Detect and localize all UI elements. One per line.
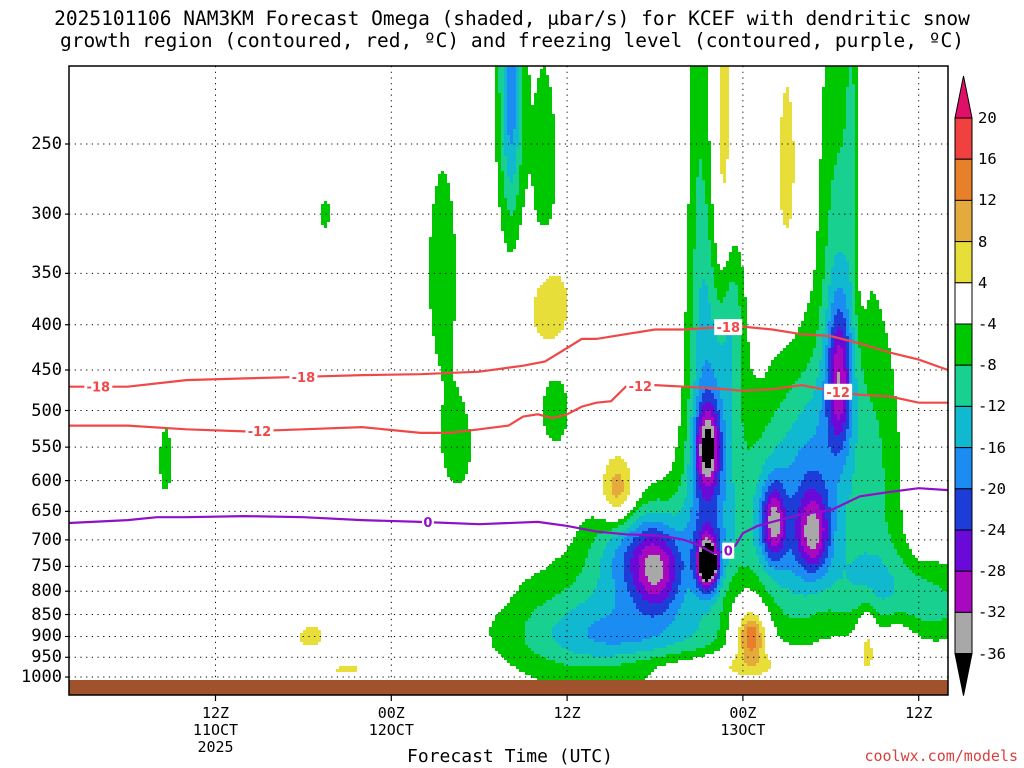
contour-label: -12 (629, 380, 653, 395)
colorbar-label: -4 (978, 315, 997, 333)
colorbar-label: -24 (978, 521, 1006, 539)
contour-label-bg (245, 422, 274, 439)
xtick-label: 00Z 13OCT (720, 704, 766, 739)
contour-label-bg (714, 319, 743, 336)
colorbar (954, 75, 973, 696)
ground-surface (69, 680, 948, 695)
colorbar-bin (954, 282, 973, 325)
contour-label: -12 (826, 386, 850, 401)
colorbar-top-arrow (954, 75, 973, 119)
contour-label: 0 (423, 516, 432, 531)
colorbar-bin (954, 199, 973, 243)
xtick-label: 00Z 12OCT (368, 704, 414, 739)
contour-label-bg (421, 514, 434, 531)
omega-shading (159, 66, 948, 681)
ytick-label: 750 (31, 556, 62, 577)
temperature-contours: -18 -18 -18 -12 -12 -12 0 0 (69, 319, 948, 560)
ytick-label: 650 (31, 501, 62, 522)
contour-label: -18 (87, 381, 111, 396)
colorbar-label: 8 (978, 232, 988, 251)
colorbar-label: -20 (978, 479, 1006, 498)
colorbar-label: 16 (978, 150, 997, 169)
contour-label: -12 (248, 425, 272, 440)
colorbar-bottom-arrow (954, 653, 973, 696)
ytick-label: 700 (31, 529, 62, 550)
colorbar-label: 12 (978, 191, 997, 210)
chart-title-line1: 2025101106 NAM3KM Forecast Omega (shaded… (54, 7, 970, 30)
ytick-label: 850 (31, 604, 62, 625)
colorbar-bin (954, 611, 973, 655)
contour-line-2 (69, 487, 948, 555)
ytick-label: 300 (31, 204, 62, 225)
contour-label-bg (626, 377, 655, 394)
ytick-label: 400 (31, 314, 62, 335)
colorbar-label: 20 (978, 109, 997, 127)
ytick-label: 450 (31, 359, 62, 380)
ytick-label: 950 (31, 647, 62, 668)
colorbar-bin (954, 323, 973, 366)
chart-title-line2: growth region (contoured, red, ºC) and f… (60, 29, 964, 52)
gridlines (65, 66, 948, 680)
colorbar-label: -28 (978, 562, 1006, 581)
ytick-label: 1000 (21, 667, 62, 687)
colorbar-bin (954, 488, 973, 531)
contour-label: -18 (717, 321, 741, 336)
colorbar-label: -32 (978, 603, 1006, 622)
contour-label-bg (722, 542, 735, 559)
x-axis-title: Forecast Time (UTC) (407, 746, 613, 767)
colorbar-label: -16 (978, 438, 1006, 457)
ytick-label: 250 (31, 134, 62, 154)
colorbar-bin (954, 117, 973, 160)
x-axis-ticks (214, 695, 920, 701)
contour-label-bg (84, 378, 113, 395)
contour-label: 0 (724, 545, 733, 560)
contour-label: -18 (292, 371, 316, 386)
colorbar-bin (954, 158, 973, 201)
colorbar-bin (954, 241, 973, 284)
colorbar-label: -36 (978, 644, 1006, 663)
ytick-label: 600 (31, 470, 62, 491)
contour-line-1 (69, 383, 948, 434)
colorbar-bin (954, 447, 973, 490)
colorbar-bin (954, 529, 973, 572)
colorbar-bin (954, 364, 973, 407)
credit-link[interactable]: coolwx.com/models (864, 747, 1018, 765)
colorbar-label: 4 (978, 273, 988, 292)
colorbar-bin (954, 405, 973, 449)
ytick-label: 500 (31, 400, 62, 421)
ytick-label: 800 (31, 581, 62, 602)
colorbar-bin (954, 570, 973, 613)
contour-label-bg (824, 383, 853, 400)
ytick-label: 900 (31, 626, 62, 647)
xtick-label: 12Z (905, 704, 933, 722)
ytick-label: 550 (31, 437, 62, 458)
ytick-label: 350 (31, 263, 62, 284)
colorbar-label: -8 (978, 356, 997, 375)
xtick-label: 12Z 11OCT 2025 (192, 704, 239, 756)
colorbar-label: -12 (978, 397, 1006, 416)
xtick-label: 12Z (553, 704, 581, 722)
contour-label-bg (289, 368, 318, 385)
plot-frame (68, 65, 949, 696)
